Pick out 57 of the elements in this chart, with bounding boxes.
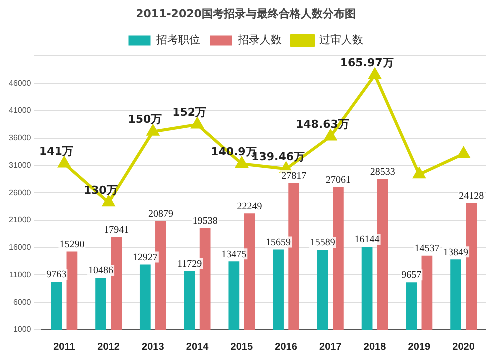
y-tick-label: 31000 [8, 160, 32, 170]
data-label: 27817 [282, 170, 307, 182]
data-label: 13475 [222, 249, 247, 260]
y-tick-label: 26000 [8, 188, 32, 198]
legend-label: 招录人数 [236, 34, 282, 47]
x-tick-label: 2012 [98, 342, 120, 353]
data-label: 152万 [172, 106, 207, 120]
y-tick-label: 16000 [8, 243, 32, 252]
x-tick-label: 2014 [186, 342, 210, 353]
y-tick-label: 46000 [8, 78, 32, 88]
data-label: 9657 [402, 270, 422, 282]
point [58, 157, 70, 168]
data-label: 24128 [459, 190, 484, 202]
x-tick-label: 2015 [230, 342, 254, 353]
point [192, 118, 204, 129]
x-tick-label: 2020 [452, 342, 476, 353]
y-tick-label: 41000 [8, 106, 32, 116]
point [369, 68, 381, 80]
x-tick-label: 2018 [364, 342, 387, 353]
data-label: 16144 [354, 234, 380, 246]
data-label: 17941 [104, 224, 130, 236]
y-tick-label: 1000 [13, 325, 32, 334]
data-label: 150万 [128, 113, 162, 126]
data-label: 19538 [192, 216, 218, 228]
y-tick-label: 11000 [10, 270, 32, 280]
data-label: 14537 [414, 243, 440, 254]
data-label: 165.97万 [340, 56, 394, 70]
point [236, 158, 248, 168]
chart-title: 2011-2020国考招录与最终合格人数分布图 [136, 7, 356, 20]
x-tick-label: 2016 [275, 342, 298, 353]
data-label: 15589 [310, 238, 336, 249]
data-label: 10486 [88, 266, 114, 277]
y-tick-label: 21000 [8, 216, 32, 225]
point [147, 125, 160, 136]
data-label: 15659 [266, 237, 292, 248]
point [414, 168, 426, 179]
x-tick-label: 2017 [320, 342, 342, 353]
data-label: 27061 [326, 174, 351, 186]
point [458, 148, 470, 158]
data-label: 22249 [237, 201, 262, 212]
legend-label: 过审人数 [319, 34, 364, 47]
y-tick-label: 6000 [13, 298, 32, 307]
point [102, 196, 115, 207]
x-tick-label: 2019 [408, 342, 431, 353]
data-label: 28533 [370, 166, 396, 178]
data-label: 13849 [444, 247, 469, 258]
data-label: 11729 [177, 258, 202, 270]
x-tick-label: 2013 [142, 342, 165, 353]
data-label: 9763 [46, 270, 67, 281]
data-label: 141万 [39, 145, 74, 158]
y-tick-label: 36000 [8, 134, 32, 143]
legend-label: 招考职位 [155, 34, 200, 47]
data-label: 20879 [148, 208, 174, 220]
data-label: 15290 [60, 239, 85, 250]
data-label: 12927 [132, 252, 158, 264]
x-tick-label: 2011 [54, 342, 76, 353]
point [324, 130, 337, 141]
